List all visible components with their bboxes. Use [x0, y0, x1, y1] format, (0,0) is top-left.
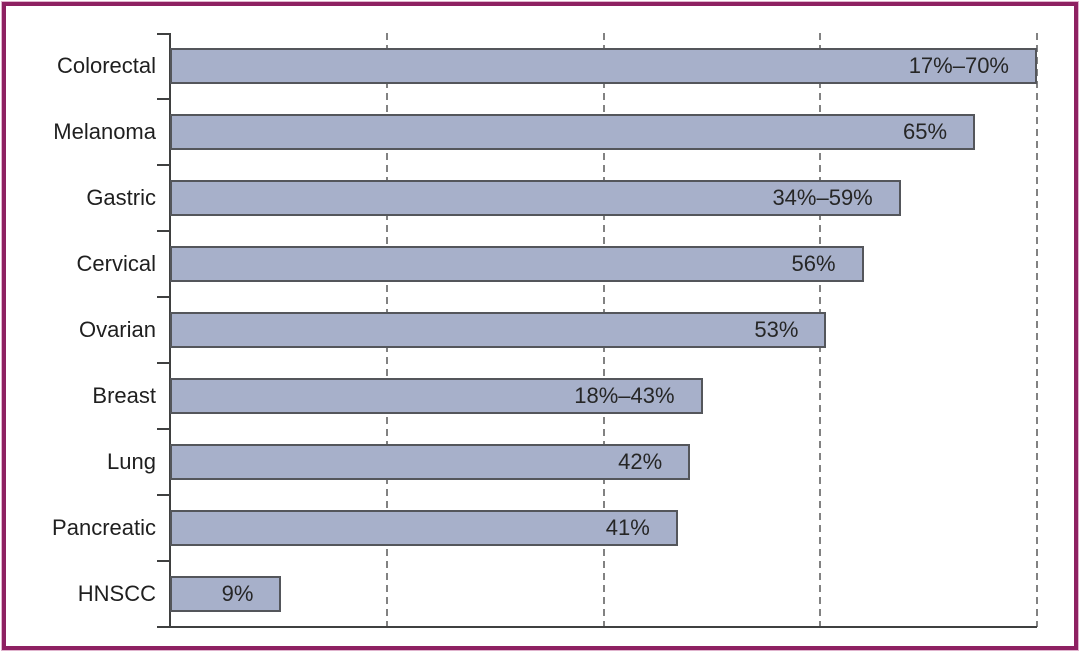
y-axis-tick [157, 33, 170, 35]
bar-value-label: 42% [618, 449, 663, 474]
category-label-lung: Lung [107, 449, 156, 474]
bar-value-label: 18%–43% [574, 383, 675, 408]
bar-pancreatic: 41% [170, 510, 678, 546]
bar-ovarian: 53% [170, 312, 827, 348]
category-label-pancreatic: Pancreatic [52, 515, 156, 540]
y-axis-tick [157, 164, 170, 166]
y-axis-tick [157, 560, 170, 562]
bar-hnscc: 9% [170, 576, 282, 612]
y-axis-tick [157, 428, 170, 430]
category-label-cervical: Cervical [76, 251, 156, 276]
bar-value-label: 41% [605, 515, 650, 540]
bar-value-label: 56% [791, 251, 836, 276]
category-label-hnscc: HNSCC [77, 581, 156, 606]
gridline [1036, 33, 1038, 627]
category-label-melanoma: Melanoma [53, 119, 156, 144]
bar-value-label: 17%–70% [908, 53, 1009, 78]
category-label-gastric: Gastric [86, 185, 156, 210]
y-axis-tick [157, 494, 170, 496]
category-label-breast: Breast [92, 383, 156, 408]
bar-breast: 18%–43% [170, 378, 703, 414]
y-axis-tick [157, 296, 170, 298]
bar-gastric: 34%–59% [170, 180, 901, 216]
bar-value-label: 34%–59% [772, 185, 873, 210]
bar-value-label: 65% [903, 119, 948, 144]
bar-value-label: 9% [221, 581, 254, 606]
bar-value-label: 53% [754, 317, 799, 342]
category-label-colorectal: Colorectal [56, 53, 156, 78]
bar-cervical: 56% [170, 246, 864, 282]
category-label-ovarian: Ovarian [78, 317, 156, 342]
x-axis-line [157, 626, 1037, 628]
y-axis-tick [157, 362, 170, 364]
bar-melanoma: 65% [170, 114, 976, 150]
y-axis-tick [157, 230, 170, 232]
bar-lung: 42% [170, 444, 691, 480]
bar-colorectal: 17%–70% [170, 48, 1037, 84]
plot-area: Colorectal 17%–70% Melanoma 65% Gastric 34%–5… [52, 33, 1038, 628]
y-axis-tick [157, 98, 170, 100]
